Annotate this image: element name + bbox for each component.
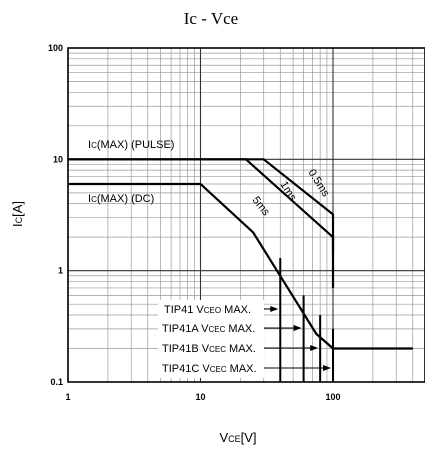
- tip-label-background: [158, 300, 264, 378]
- tip-arrow-head: [270, 306, 279, 312]
- x-tick-label: 1: [65, 392, 70, 402]
- label-max-pulse: IC(MAX) (PULSE): [88, 139, 174, 151]
- tip-arrows: [264, 306, 331, 371]
- x-tick-label: 10: [195, 392, 205, 402]
- y-tick-label: 0.1: [50, 377, 63, 387]
- label-tip41a: TIP41A VCEC MAX.: [162, 323, 255, 335]
- y-tick-label: 10: [53, 154, 63, 164]
- label-max-dc: IC(MAX) (DC): [88, 193, 154, 205]
- label-tip41b: TIP41B VCEC MAX.: [162, 343, 256, 355]
- tip-arrow-head: [293, 325, 302, 331]
- soa-curves: [68, 158, 413, 350]
- tip-arrow-head: [310, 345, 319, 351]
- y-tick-label: 100: [48, 43, 63, 53]
- x-tick-label: 100: [325, 392, 340, 402]
- x-axis-label: VCE[V]: [219, 430, 256, 445]
- label-tip41c: TIP41C VCEC MAX.: [162, 363, 257, 375]
- curve-1ms: [68, 158, 335, 288]
- plot-frame: [67, 47, 425, 383]
- y-axis-label: IC[A]: [10, 201, 25, 227]
- chart-title: Ic - Vce: [184, 9, 238, 28]
- label-tip41: TIP41 VCEO MAX.: [164, 304, 251, 316]
- y-tick-label: 1: [58, 266, 63, 276]
- tip-arrow-head: [323, 365, 331, 371]
- curve-5ms: [68, 182, 413, 350]
- label-curve-5ms: 5ms: [250, 194, 273, 218]
